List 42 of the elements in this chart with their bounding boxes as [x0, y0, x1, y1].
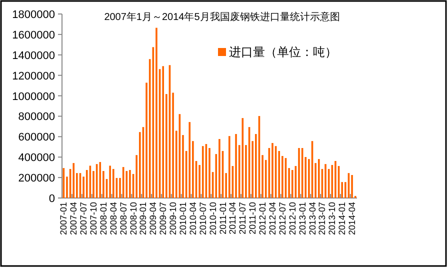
x-tick-label: 2009-04 — [148, 202, 158, 236]
x-tick-label: 2010-04 — [188, 202, 198, 236]
x-tick-label: 2009-01 — [138, 202, 148, 236]
y-tick-label: 1200000 — [12, 70, 55, 82]
y-tick-label: 200000 — [18, 172, 55, 185]
x-tick-label: 2010-07 — [198, 202, 208, 236]
x-tick-label: 2011-10 — [248, 202, 258, 234]
x-tick-label: 2007-10 — [88, 202, 98, 236]
x-tick-label: 2013-07 — [317, 202, 328, 236]
y-tick-label: 1800000 — [12, 9, 55, 21]
y-tick-label: 1600000 — [12, 29, 55, 42]
x-tick-label: 2012-07 — [277, 202, 288, 236]
x-tick-label: 2007-04 — [68, 202, 79, 236]
x-tick-label: 2011-07 — [238, 202, 248, 234]
x-tick-label: 2010-10 — [208, 202, 218, 236]
x-tick-label: 2008-07 — [118, 202, 128, 236]
legend-label: 进口量（单位：吨） — [229, 45, 337, 59]
x-tick-label: 2013-04 — [307, 202, 318, 236]
y-tick-label: 0 — [48, 193, 55, 205]
x-tick-label: 2011-01 — [218, 202, 228, 234]
x-tick-label: 2012-10 — [287, 202, 298, 236]
x-tick-label: 2009-10 — [168, 202, 178, 236]
y-tick-label: 400000 — [18, 152, 55, 164]
chart-title: 2007年1月～2014年5月我国废钢铁进口量统计示意图 — [104, 11, 340, 23]
x-tick-label: 2014-01 — [337, 202, 348, 236]
x-tick-label: 2012-01 — [258, 202, 268, 236]
x-tick-label: 2013-01 — [297, 202, 308, 236]
y-tick-label: 800000 — [18, 111, 55, 124]
x-tick-label: 2009-07 — [158, 202, 168, 236]
x-tick-label: 2012-04 — [267, 202, 278, 236]
x-tick-label: 2011-04 — [228, 202, 238, 234]
x-tick-label: 2007-01 — [58, 202, 69, 236]
x-tick-label: 2007-07 — [78, 202, 89, 236]
x-tick-label: 2013-10 — [327, 202, 338, 236]
x-tick-label: 2008-10 — [128, 202, 138, 236]
x-tick-label: 2008-01 — [98, 202, 108, 236]
y-tick-label: 1400000 — [12, 50, 55, 62]
x-tick-label: 2010-01 — [178, 202, 188, 236]
y-tick-label: 1000000 — [12, 90, 55, 103]
y-tick-label: 600000 — [18, 132, 55, 144]
x-tick-label: 2014-04 — [347, 202, 358, 236]
x-tick-label: 2008-04 — [108, 202, 118, 236]
